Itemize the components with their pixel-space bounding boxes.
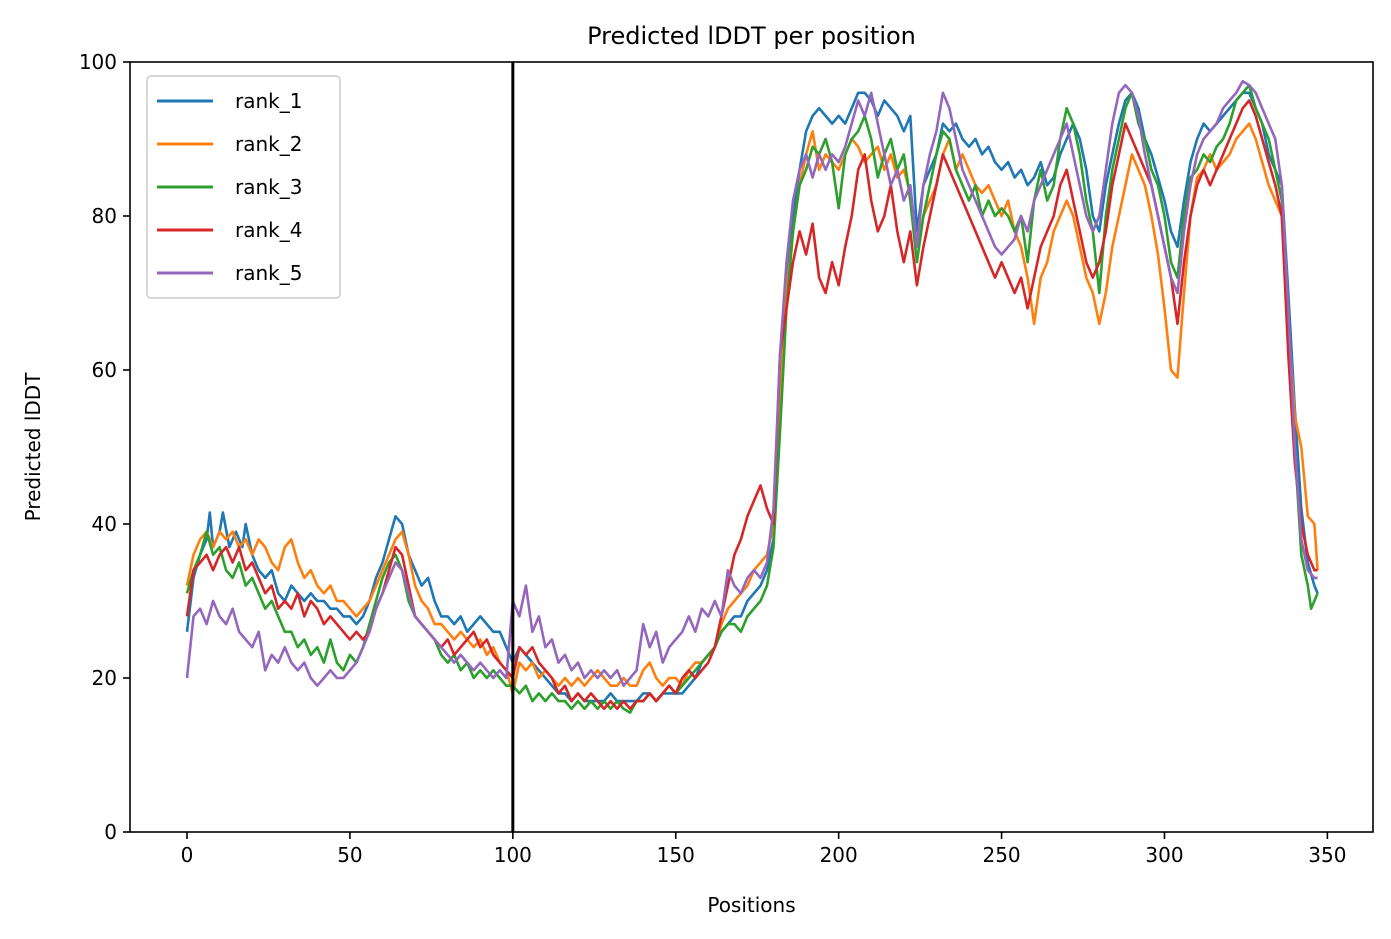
- y-axis-title: Predicted lDDT: [21, 372, 45, 522]
- x-axis-title: Positions: [707, 893, 795, 917]
- series-line-rank_5: [185, 80, 1318, 687]
- legend: rank_1 rank_2 rank_3 rank_4 rank_5: [146, 75, 341, 299]
- y-tick-label: 20: [92, 666, 117, 690]
- y-tick-label: 80: [92, 204, 117, 228]
- legend-box: [146, 75, 341, 299]
- chart-title: Predicted lDDT per position: [587, 22, 916, 50]
- y-tick-label: 40: [92, 512, 117, 536]
- legend-label-rank_1: rank_1: [235, 89, 302, 113]
- x-tick-label: 100: [494, 843, 532, 867]
- x-tick-label: 0: [181, 843, 194, 867]
- x-axis-ticks: 0 50 100 150 200 250 300 350: [181, 832, 1346, 867]
- y-tick-label: 0: [104, 820, 117, 844]
- x-tick-label: 300: [1145, 843, 1183, 867]
- legend-label-rank_2: rank_2: [235, 132, 302, 156]
- series-layer: [185, 80, 1319, 714]
- x-tick-label: 150: [657, 843, 695, 867]
- legend-label-rank_4: rank_4: [235, 218, 302, 242]
- x-tick-label: 350: [1308, 843, 1346, 867]
- legend-label-rank_5: rank_5: [235, 261, 302, 285]
- y-tick-label: 60: [92, 358, 117, 382]
- y-axis-ticks: 0 20 40 60 80 100: [79, 50, 130, 844]
- x-tick-label: 200: [820, 843, 858, 867]
- legend-label-rank_3: rank_3: [235, 175, 302, 199]
- x-tick-label: 50: [337, 843, 362, 867]
- plot-frame: [129, 61, 1374, 833]
- x-tick-label: 250: [982, 843, 1020, 867]
- y-tick-label: 100: [79, 50, 117, 74]
